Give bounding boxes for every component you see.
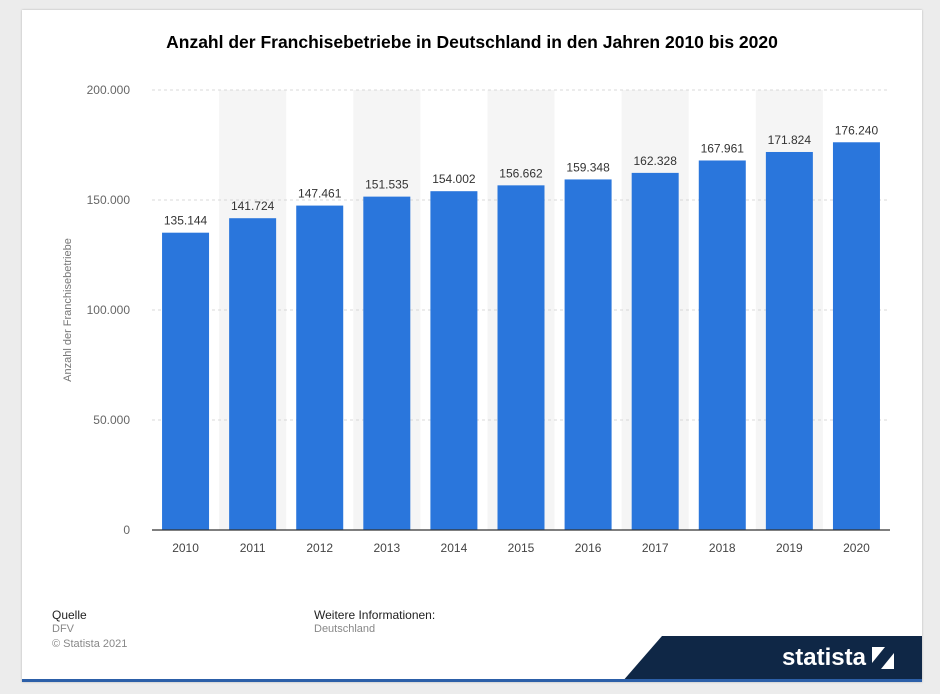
y-tick-label: 100.000 xyxy=(87,303,131,317)
bar-chart: 0 50.000 100.000 150.000 200.000 Anzahl der F… xyxy=(62,83,890,555)
y-tick-label: 200.000 xyxy=(87,83,131,97)
more-info-heading: Weitere Informationen: xyxy=(314,608,436,622)
bar-2012 xyxy=(296,205,344,530)
chart-title: Anzahl der Franchisebetriebe in Deutschl… xyxy=(166,32,778,52)
more-info-value: Deutschland xyxy=(314,623,376,635)
value-label-2011: 141.724 xyxy=(231,199,275,213)
x-tick-label-2019: 2019 xyxy=(776,541,803,555)
y-tick-label: 150.000 xyxy=(87,193,131,207)
value-label-2019: 171.824 xyxy=(768,133,812,147)
statista-logo[interactable]: statista xyxy=(782,644,894,672)
x-tick-label-2011: 2011 xyxy=(240,541,266,555)
value-label-2016: 159.348 xyxy=(566,160,610,174)
bar-2013 xyxy=(363,196,411,531)
bar-2018 xyxy=(698,160,746,531)
x-tick-label-2013: 2013 xyxy=(373,541,400,555)
x-tick-label-2012: 2012 xyxy=(306,541,333,555)
brand-bar xyxy=(622,636,922,682)
value-label-2010: 135.144 xyxy=(164,214,208,228)
value-label-2012: 147.461 xyxy=(298,187,342,201)
source-heading: Quelle xyxy=(52,608,87,622)
y-axis-title: Anzahl der Franchisebetriebe xyxy=(62,238,74,382)
copyright-text: © Statista 2021 xyxy=(52,638,128,650)
source-value: DFV xyxy=(52,623,74,635)
value-label-2014: 154.002 xyxy=(432,172,476,186)
bar-2014 xyxy=(430,191,478,530)
x-tick-label-2020: 2020 xyxy=(843,541,870,555)
bar-2011 xyxy=(229,218,277,530)
x-tick-label-2018: 2018 xyxy=(709,541,736,555)
chart-card: Anzahl der Franchisebetriebe in Deutschl… xyxy=(22,10,922,682)
bar-2016 xyxy=(564,179,612,531)
bar-2020 xyxy=(832,142,880,530)
bottom-accent-line xyxy=(22,679,922,682)
value-label-2015: 156.662 xyxy=(499,166,543,180)
x-tick-label-2015: 2015 xyxy=(508,541,535,555)
x-tick-label-2010: 2010 xyxy=(172,541,199,555)
y-tick-label: 0 xyxy=(123,523,130,537)
value-label-2017: 162.328 xyxy=(633,154,677,168)
bar-2017 xyxy=(631,172,679,530)
y-tick-label: 50.000 xyxy=(93,413,130,427)
x-tick-label-2016: 2016 xyxy=(575,541,602,555)
bar-2015 xyxy=(497,185,545,530)
statista-logo-icon xyxy=(872,647,894,669)
statista-logo-text: statista xyxy=(781,644,866,671)
value-label-2020: 176.240 xyxy=(835,123,879,137)
value-label-2018: 167.961 xyxy=(701,141,745,155)
x-tick-label-2014: 2014 xyxy=(441,541,468,555)
bar-2010 xyxy=(162,232,210,530)
x-tick-label-2017: 2017 xyxy=(642,541,669,555)
value-label-2013: 151.535 xyxy=(365,178,409,192)
bar-2019 xyxy=(765,151,813,531)
